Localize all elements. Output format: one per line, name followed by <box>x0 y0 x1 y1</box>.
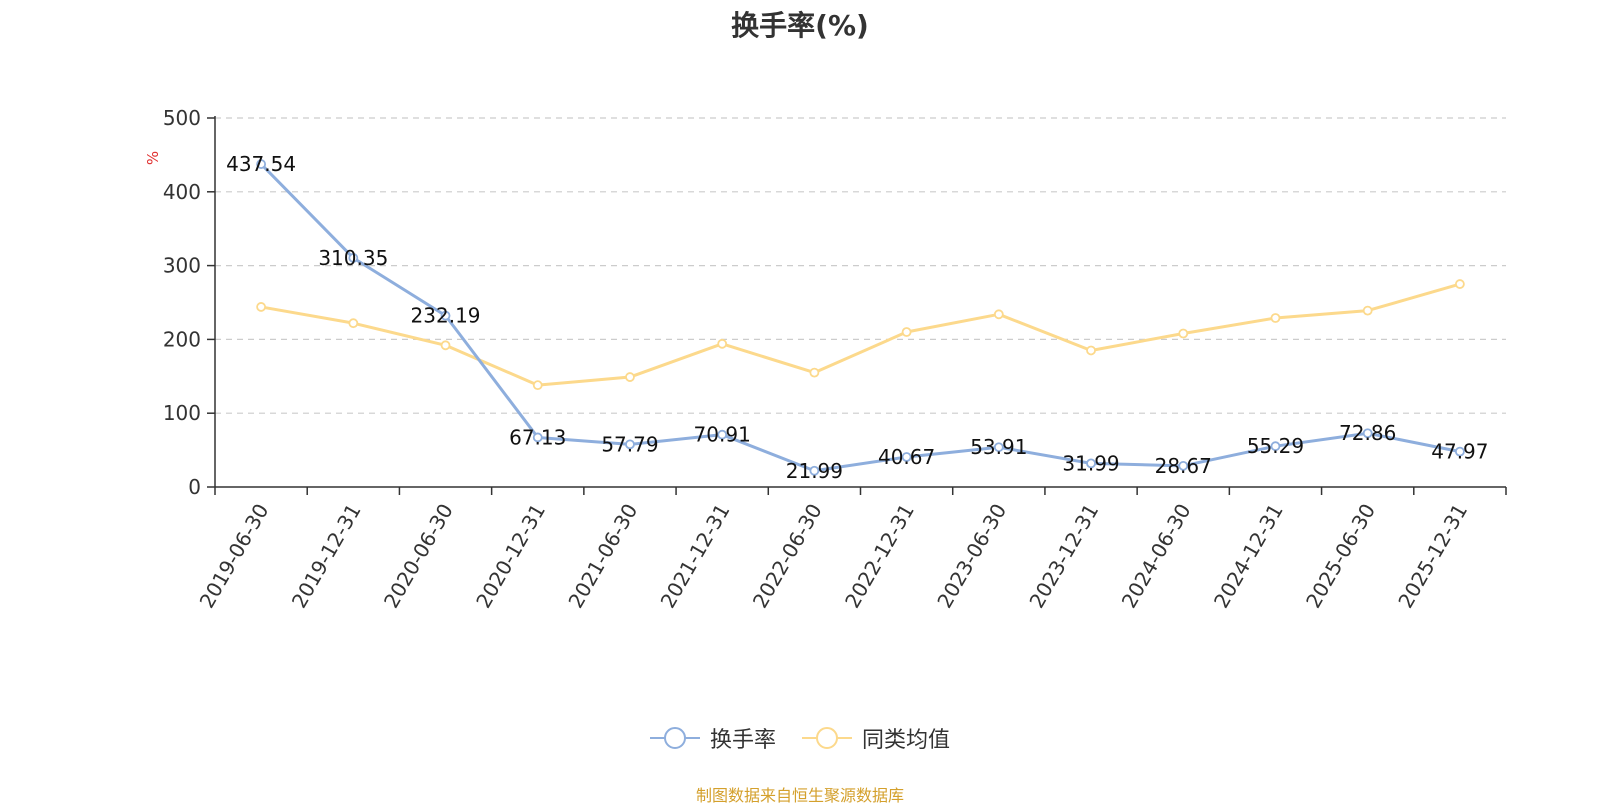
data-point <box>532 432 543 443</box>
y-tick-label: 500 <box>163 106 201 130</box>
data-label: 437.54 <box>226 152 296 176</box>
legend: 换手率 同类均值 <box>0 722 1600 754</box>
legend-item-peer-average[interactable]: 同类均值 <box>802 722 950 754</box>
y-tick-label: 300 <box>163 254 201 278</box>
data-point <box>348 318 359 329</box>
data-label: 21.99 <box>786 459 843 483</box>
chart-title: 换手率(%) <box>731 9 869 42</box>
data-point <box>625 439 635 450</box>
legend-label-peer-average: 同类均值 <box>862 728 951 753</box>
data-point <box>1178 328 1189 339</box>
data-label: 57.79 <box>601 432 658 456</box>
data-point <box>1086 458 1096 469</box>
data-point <box>717 429 728 440</box>
x-tick-label: 2025-06-30 <box>1301 500 1380 613</box>
data-point <box>901 327 912 337</box>
data-label: 310.35 <box>318 246 388 270</box>
data-point <box>809 367 820 378</box>
data-label: 70.91 <box>694 423 751 447</box>
legend-swatch-turnover-icon <box>649 727 700 749</box>
data-point <box>993 309 1004 320</box>
data-point <box>1178 460 1189 471</box>
data-point <box>348 253 359 263</box>
x-tick-label: 2023-12-31 <box>1024 500 1103 613</box>
data-point <box>256 302 267 312</box>
data-point <box>256 159 267 169</box>
legend-label-turnover: 换手率 <box>709 728 776 753</box>
data-point <box>1270 313 1281 323</box>
data-point <box>625 372 635 382</box>
x-tick-label: 2020-06-30 <box>379 500 458 613</box>
x-tick-label: 2020-12-31 <box>471 500 550 613</box>
x-tick-label: 2021-12-31 <box>656 500 735 613</box>
data-label: 47.97 <box>1431 440 1488 464</box>
y-tick-label: 200 <box>163 327 201 351</box>
data-label: 232.19 <box>411 304 481 328</box>
x-tick-label: 2022-06-30 <box>748 500 827 613</box>
data-point <box>440 310 451 321</box>
series-line <box>260 163 1461 473</box>
data-label: 53.91 <box>970 435 1027 459</box>
x-tick-label: 2019-06-30 <box>195 500 274 613</box>
data-label: 67.13 <box>509 425 566 449</box>
x-tick-label: 2024-06-30 <box>1117 500 1196 613</box>
x-tick-label: 2025-12-31 <box>1393 500 1472 613</box>
data-point <box>901 452 912 462</box>
source-note: 制图数据来自恒生聚源数据库 <box>695 786 904 805</box>
y-tick-label: 100 <box>163 401 201 425</box>
legend-item-turnover[interactable]: 换手率 <box>649 722 776 754</box>
x-tick-label: 2023-06-30 <box>932 500 1011 613</box>
x-tick-label: 2021-06-30 <box>563 500 642 613</box>
y-tick-label: 400 <box>163 180 201 204</box>
data-label: 72.86 <box>1339 421 1396 445</box>
data-point <box>993 442 1004 453</box>
series-line <box>260 282 1461 387</box>
data-label: 28.67 <box>1155 454 1212 478</box>
data-label: 40.67 <box>878 445 935 469</box>
y-tick-label: 0 <box>188 475 201 499</box>
x-tick-label: 2019-12-31 <box>287 500 366 613</box>
data-label: 55.29 <box>1247 434 1304 458</box>
data-label: 31.99 <box>1062 451 1119 475</box>
data-point <box>440 340 451 351</box>
x-tick-label: 2022-12-31 <box>840 500 919 613</box>
data-point <box>1454 279 1465 289</box>
legend-swatch-peer-average-icon <box>802 727 852 749</box>
data-point <box>717 338 728 349</box>
data-point <box>1362 428 1373 439</box>
data-point <box>532 380 543 391</box>
data-labels: 437.54 310.35 232.19 67.13 57.79 70.91 21.99 40… <box>226 152 1488 483</box>
y-axis-unit: % <box>144 151 162 165</box>
data-point <box>1454 446 1465 457</box>
x-tick-label: 2024-12-31 <box>1209 500 1288 613</box>
data-point <box>1086 345 1096 356</box>
grid-lines <box>215 117 1506 414</box>
data-point <box>1362 305 1373 316</box>
data-point <box>1270 441 1281 452</box>
data-point <box>809 465 820 476</box>
series-lines <box>256 159 1465 476</box>
